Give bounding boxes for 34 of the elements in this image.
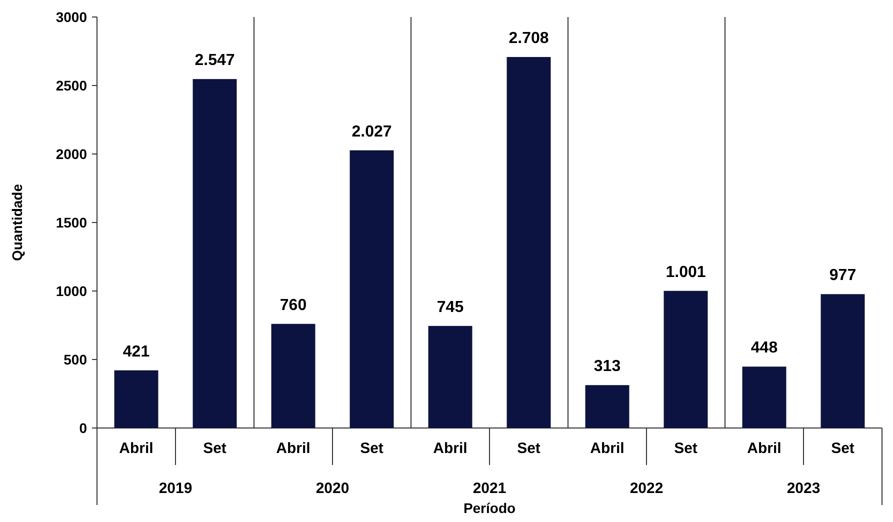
data-label: 313 [594,358,621,376]
text: 2019 [158,480,192,497]
data-label: 2.027 [352,123,392,140]
y-tick-label: 1500 [56,214,88,230]
data-label: 745 [436,298,464,316]
x-tick-label: Set [831,440,854,457]
data-label: 448 [750,340,778,357]
x-tick-label: Abril [747,440,782,457]
y-tick-label: 2000 [56,146,88,162]
y-axis-title: Quantidade [9,184,25,262]
x-tick-label: Abril [276,440,310,457]
x-tick-label: Set [360,440,384,457]
text: 2021 [472,480,506,497]
data-label: 2.547 [194,52,235,70]
x-tick-label: Abril [433,440,468,457]
data-label: 2.708 [508,30,549,48]
y-tick-label: 1000 [56,282,88,299]
text: 2020 [316,480,350,497]
x-tick-label: Set [674,440,698,457]
y-tick-label: 500 [64,351,88,368]
x-tick-label: Abril [119,440,154,457]
x-tick-label: Abril [590,440,624,457]
data-label: 421 [122,343,150,360]
data-label: 760 [280,296,307,314]
text: 2023 [786,480,820,497]
y-tick-label: 2500 [56,77,88,94]
data-label: 1.001 [666,264,706,281]
x-tick-label: Set [203,440,226,457]
y-tick-label: 3000 [56,8,88,25]
x-tick-label: Set [517,440,540,457]
y-tick-label: 0 [79,420,88,436]
data-label: 977 [829,267,856,284]
text: 2022 [630,480,664,497]
x-axis-title: Período [463,500,516,516]
